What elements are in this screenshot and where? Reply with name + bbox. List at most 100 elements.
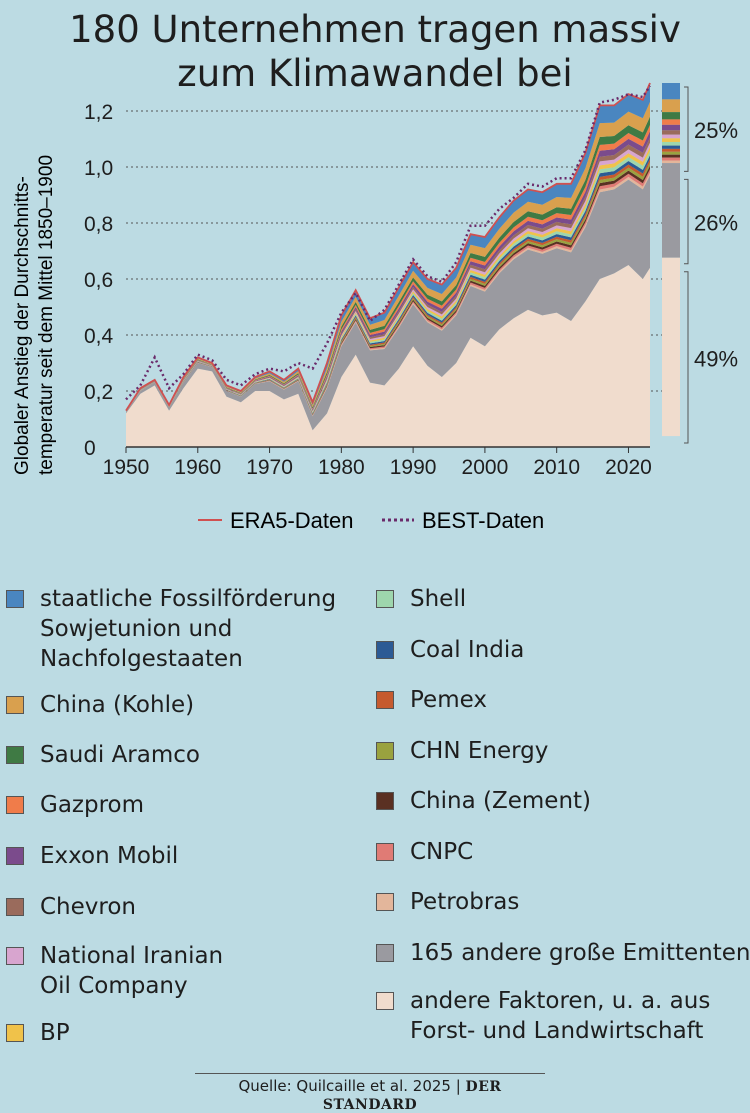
source-text: Quelle: Quilcaille et al. 2025 | — [238, 1077, 466, 1095]
legend-swatch — [6, 696, 24, 714]
area-series — [126, 101, 650, 412]
share-bar-segment — [662, 257, 680, 437]
source-line: Quelle: Quilcaille et al. 2025 | DER STA… — [195, 1073, 545, 1113]
legend-swatch — [6, 898, 24, 916]
area-series — [126, 155, 650, 414]
line-legend: ERA5-Daten BEST-Daten — [198, 508, 544, 533]
x-tick-label: 1970 — [246, 456, 293, 479]
best-legend-label: BEST-Daten — [422, 508, 544, 533]
legend-label: CHN Energy — [410, 738, 549, 764]
area-series — [126, 169, 650, 416]
legend-label: China (Zement) — [410, 788, 592, 814]
area-series — [126, 151, 650, 414]
legend-swatch — [376, 792, 394, 810]
stacked-areas — [126, 83, 650, 447]
x-tick-label: 1990 — [390, 456, 437, 479]
legend-swatch — [376, 641, 394, 659]
share-bar-segment — [662, 130, 680, 135]
y-tick-label: 0,8 — [84, 213, 113, 236]
y-tick-label: 0 — [84, 437, 96, 460]
legend-label: Gazprom — [40, 792, 145, 818]
best-line — [125, 85, 652, 401]
legend-label: Saudi Aramco — [40, 742, 200, 768]
area-series — [126, 146, 650, 413]
x-tick-label: 1950 — [103, 456, 150, 479]
share-bar-segment — [662, 124, 680, 131]
area-series — [126, 131, 650, 412]
legend-label: andere Faktoren, u. a. aus Forst- und Lan… — [410, 988, 711, 1044]
share-bar-segment — [662, 99, 680, 113]
legend-label: Shell — [410, 586, 467, 612]
legend-swatch — [6, 796, 24, 814]
share-bracket-label: 26% — [694, 211, 738, 236]
share-bar-segment — [662, 145, 680, 149]
y-axis-label-line-1: Globaler Anstieg der Durchschnitts- — [12, 176, 33, 475]
legend-label: China (Kohle) — [40, 692, 195, 718]
legend-swatch — [376, 843, 394, 861]
x-tick-label: 2010 — [533, 456, 580, 479]
share-bar-segment — [662, 157, 680, 161]
share-bar-segment — [662, 83, 680, 100]
y-axis-label: Globaler Anstieg der Durchschnitts- temp… — [12, 155, 57, 475]
legend-label: National Iranian Oil Company — [40, 943, 224, 999]
share-bar-segment — [662, 154, 680, 158]
share-bar: 25% 26% 49% — [662, 83, 738, 444]
legend-swatch — [6, 590, 24, 608]
legend-swatch — [376, 944, 394, 962]
area-series — [126, 116, 650, 412]
share-bar-segment — [662, 138, 680, 142]
legend-swatch — [376, 691, 394, 709]
area-series — [126, 159, 650, 415]
temperature-lines — [125, 82, 652, 412]
axes: 0 0,2 0,4 0,6 0,8 1,0 1,2 1950 1960 1970 1980 1990 2… — [84, 101, 652, 479]
share-bar-segment — [662, 151, 680, 155]
legend-label: staatliche Fossilförderung Sowjetunion un… — [40, 586, 337, 672]
legend-label: BP — [40, 1020, 70, 1046]
share-bracket — [684, 271, 689, 444]
share-bracket — [684, 178, 689, 265]
legend-label: 165 andere große Emittenten — [410, 940, 750, 966]
y-tick-label: 1,0 — [84, 157, 113, 180]
y-tick-label: 0,4 — [84, 325, 114, 348]
area-series — [126, 142, 650, 412]
chart-title: 180 Unternehmen tragen massiv zum Klimaw… — [0, 8, 750, 96]
era5-line — [125, 82, 651, 412]
share-bar-segment — [662, 160, 680, 164]
legend-label: Coal India — [410, 637, 525, 663]
y-tick-label: 1,2 — [84, 101, 113, 124]
area-series — [126, 175, 650, 431]
area-series — [126, 137, 650, 412]
legend-label: Chevron — [40, 894, 136, 920]
x-tick-label: 1980 — [318, 456, 365, 479]
area-chart: 0 0,2 0,4 0,6 0,8 1,0 1,2 1950 1960 1970 1980 1990 2… — [84, 82, 738, 533]
era5-legend-label: ERA5-Daten — [230, 508, 354, 533]
legend-label: Pemex — [410, 687, 487, 713]
legend-swatch — [376, 742, 394, 760]
legend-label: Exxon Mobil — [40, 843, 179, 869]
area-series — [126, 172, 650, 417]
x-tick-label: 1960 — [174, 456, 221, 479]
share-bracket-label: 49% — [694, 346, 738, 371]
share-bar-segment — [662, 134, 680, 139]
legend-swatch — [6, 746, 24, 764]
legend-swatch — [376, 893, 394, 911]
y-tick-label: 0,6 — [84, 269, 113, 292]
area-series — [126, 265, 650, 447]
share-bar-segment — [662, 141, 680, 146]
y-axis-label-line-2: temperatur seit dem Mittel 1850–1900 — [36, 155, 57, 475]
share-bar-segment — [662, 119, 680, 125]
legend-label: CNPC — [410, 839, 474, 865]
share-bar-segment — [662, 163, 680, 258]
area-series — [126, 83, 650, 411]
legend-swatch — [376, 992, 394, 1010]
legend-swatch — [6, 947, 24, 965]
share-bar-segment — [662, 148, 680, 152]
title-line-1: 180 Unternehmen tragen massiv — [69, 8, 681, 51]
area-series — [126, 125, 650, 412]
share-bar-segment — [662, 112, 680, 120]
area-series — [126, 162, 650, 415]
x-tick-label: 2000 — [462, 456, 509, 479]
area-series — [126, 165, 650, 416]
legend-swatch — [6, 847, 24, 865]
share-bracket-label: 25% — [694, 118, 738, 143]
